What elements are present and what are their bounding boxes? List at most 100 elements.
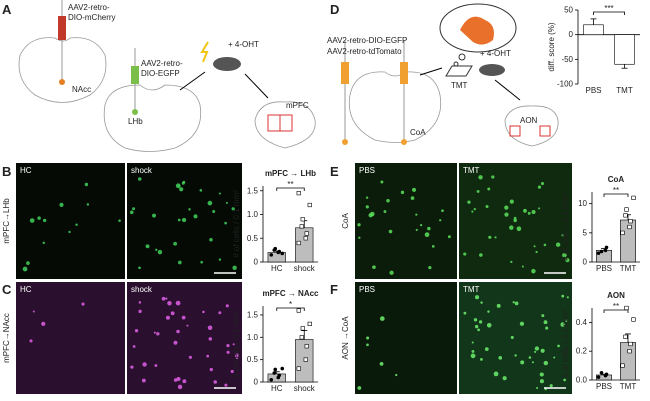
micrograph [16, 282, 125, 394]
data-point [624, 207, 629, 212]
x-tick-label: TMT [620, 382, 637, 391]
chart-title: AON [607, 291, 625, 300]
panel-label: C [2, 282, 12, 297]
cell [226, 350, 230, 354]
data-point [307, 202, 312, 208]
data-point [280, 251, 285, 256]
x-tick-label: HC [271, 264, 283, 273]
data-point [631, 195, 636, 200]
data-point [300, 217, 305, 222]
cell [545, 326, 549, 330]
virus-label: AAV2-retro- [141, 59, 183, 68]
side-label: AON →CoA [341, 316, 350, 360]
cell [474, 295, 480, 300]
cell [471, 341, 474, 344]
data-point [303, 357, 308, 362]
cell [538, 207, 541, 210]
cell [539, 379, 544, 384]
data-point [631, 317, 636, 322]
cell [476, 189, 480, 193]
cell [510, 335, 514, 339]
cell [224, 221, 227, 225]
cell [478, 175, 483, 180]
cell [188, 208, 191, 211]
panel-label: D [330, 2, 339, 17]
cell [177, 384, 183, 390]
cell [200, 260, 203, 264]
cell [531, 209, 536, 215]
cell [555, 242, 561, 247]
cell [467, 200, 471, 204]
cell [357, 223, 361, 227]
data-point [623, 334, 628, 339]
y-tick-label: -50 [561, 55, 573, 64]
cell [138, 301, 142, 304]
condition-label: PBS [359, 285, 375, 294]
cell [504, 212, 509, 217]
data-point [620, 363, 625, 368]
virus-label: DIO-EGFP [141, 69, 180, 78]
cell [537, 185, 542, 189]
data-point [269, 377, 274, 382]
region-label: mPFC [286, 101, 309, 110]
cell [170, 311, 175, 316]
y-axis-label: # of cells / 0.1 mm³ [561, 310, 570, 378]
y-tick-label: 5 [583, 228, 588, 237]
y-tick-label: -100 [557, 80, 574, 89]
cell [165, 297, 168, 300]
region-label: LHb [128, 117, 143, 126]
cell [549, 384, 553, 388]
x-tick-label: TMT [616, 86, 633, 95]
condition-label: TMT [463, 166, 480, 175]
cell [427, 226, 431, 231]
cell [485, 205, 489, 209]
cell [29, 339, 33, 343]
cell [231, 207, 235, 211]
significance: * [289, 300, 292, 309]
y-tick-label: 0 [254, 258, 259, 267]
cell [232, 265, 237, 271]
x-tick-label: TMT [620, 264, 637, 273]
cell [539, 372, 544, 377]
cell [523, 208, 527, 213]
x-tick-label: PBS [585, 86, 601, 95]
condition-label: PBS [359, 166, 375, 175]
cell [181, 181, 185, 185]
y-tick-label: 0.5 [247, 355, 259, 364]
cell [358, 236, 361, 239]
cell [563, 378, 566, 382]
significance-bracket [276, 187, 305, 191]
cell [145, 244, 150, 249]
cell [118, 219, 121, 222]
cell [536, 387, 539, 390]
significance-bracket [603, 309, 629, 313]
significance: *** [604, 4, 613, 13]
cell [535, 250, 538, 254]
cell [383, 210, 387, 214]
cell [379, 316, 385, 321]
cell [181, 315, 186, 320]
cell [386, 199, 390, 203]
virus-label: AAV2-retro-DIO-EGFP [327, 36, 407, 45]
y-tick-label: 0 [254, 378, 259, 387]
bar [583, 24, 604, 35]
cell [186, 324, 189, 327]
cell [366, 343, 369, 347]
cell [471, 349, 475, 353]
cell [173, 241, 178, 246]
cell [543, 360, 549, 366]
condition-label: HC [20, 166, 32, 175]
cell [209, 237, 213, 242]
cell [521, 265, 524, 268]
y-tick-label: 0.2 [576, 347, 588, 356]
cell [531, 268, 536, 274]
cell [234, 353, 240, 358]
cell [424, 232, 430, 238]
cell [365, 205, 369, 209]
cell [486, 322, 492, 328]
cell [167, 301, 172, 306]
cell [141, 378, 146, 383]
data-point [603, 248, 608, 253]
data-point [624, 305, 629, 311]
